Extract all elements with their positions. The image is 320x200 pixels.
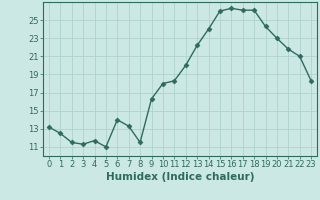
- X-axis label: Humidex (Indice chaleur): Humidex (Indice chaleur): [106, 172, 254, 182]
